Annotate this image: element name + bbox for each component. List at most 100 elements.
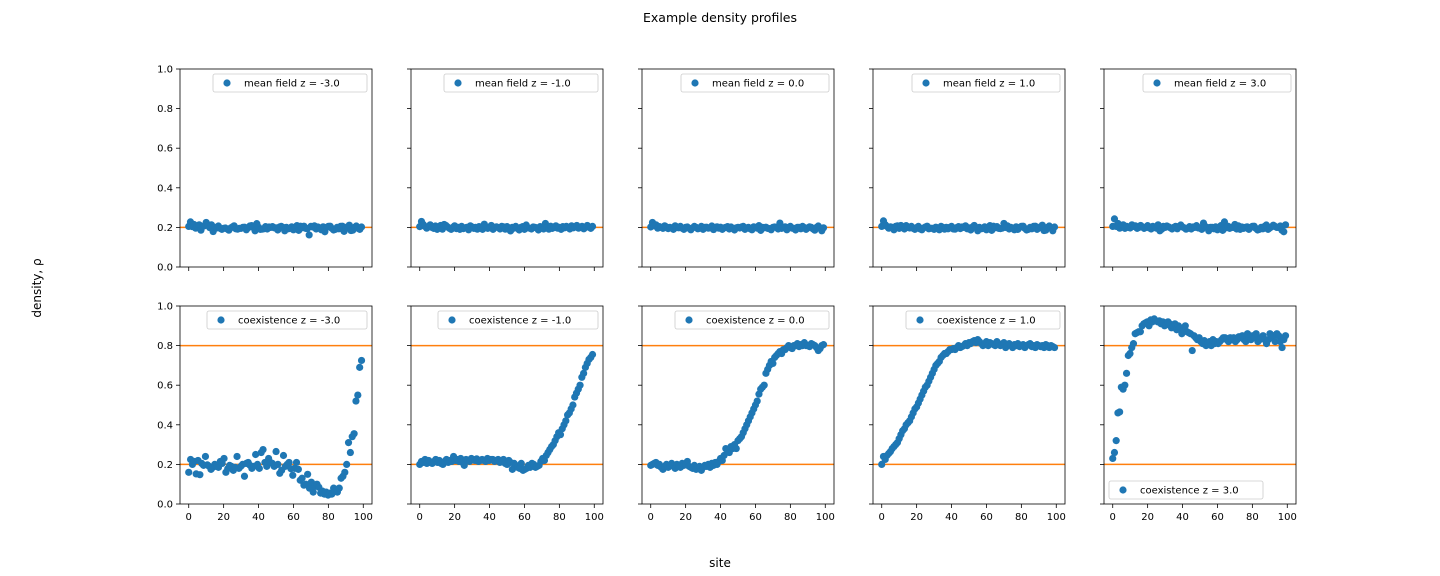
x-tick-label: 80 — [553, 512, 566, 523]
legend: mean field z = -3.0 — [212, 73, 368, 93]
axes-frame — [410, 68, 604, 268]
legend-marker — [1119, 486, 1127, 494]
data-point — [1188, 346, 1196, 355]
data-point — [285, 458, 293, 467]
y-tick-label: 0.2 — [157, 223, 173, 234]
data-point — [769, 359, 777, 368]
data-point — [304, 470, 312, 478]
y-tick-label: 0.0 — [157, 500, 173, 511]
y-tick-label: 0.8 — [157, 341, 173, 352]
axes-frame — [641, 68, 835, 268]
panel-5: mean field z = 3.0 — [1100, 68, 1297, 271]
y-tick-label: 0.6 — [157, 381, 173, 392]
x-tick-label: 80 — [1015, 512, 1028, 523]
panel-3: mean field z = 0.0 — [638, 68, 835, 271]
data-point — [279, 451, 288, 460]
legend-label: coexistence z = -3.0 — [238, 316, 340, 327]
x-tick-label: 100 — [585, 512, 604, 523]
axes-frame — [179, 305, 373, 505]
data-point — [1281, 221, 1290, 229]
data-point — [580, 369, 588, 377]
data-point — [569, 401, 577, 409]
data-point — [298, 474, 306, 482]
data-point — [294, 465, 302, 473]
data-point — [1126, 349, 1134, 358]
figure-xlabel: site — [709, 556, 731, 570]
legend-box — [443, 73, 599, 93]
axes-frame — [179, 68, 373, 268]
data-point — [753, 397, 761, 405]
data-point — [760, 381, 768, 389]
data-point — [185, 468, 193, 476]
x-tick-label: 0 — [417, 512, 423, 523]
data-point — [201, 452, 210, 461]
data-point — [350, 430, 358, 438]
data-point — [1278, 343, 1286, 352]
data-point — [259, 445, 267, 454]
legend-marker — [922, 79, 930, 87]
data-point — [272, 447, 280, 456]
data-point — [1050, 223, 1059, 231]
legend-box — [206, 310, 368, 330]
data-point — [196, 471, 204, 479]
legend: mean field z = 0.0 — [680, 73, 830, 93]
legend-marker — [454, 79, 462, 87]
legend-box — [212, 73, 368, 93]
panel-7: 0 20 40 60 80 100 coexistence z = -1.0 — [407, 305, 604, 523]
panel-4: mean field z = 1.0 — [869, 68, 1066, 271]
data-point — [274, 460, 282, 468]
x-tick-label: 60 — [518, 512, 531, 523]
legend: coexistence z = 3.0 — [1108, 480, 1264, 500]
y-tick-label: 1.0 — [157, 302, 173, 313]
x-tick-label: 0 — [879, 512, 885, 523]
data-point — [233, 452, 241, 461]
x-tick-label: 100 — [1278, 512, 1297, 523]
data-point — [819, 341, 828, 349]
legend-label: mean field z = -3.0 — [244, 79, 340, 90]
figure-title: Example density profiles — [643, 10, 797, 25]
data-point — [1136, 328, 1144, 336]
data-point — [1181, 322, 1189, 330]
data-point — [1122, 369, 1131, 377]
y-tick-label: 1.0 — [157, 65, 173, 76]
data-point — [305, 231, 313, 239]
y-tick-label: 0.0 — [157, 263, 173, 274]
data-point — [517, 459, 525, 468]
panel-grid: 0.0 0.2 0.4 0.6 0.8 1.0 mean field z = -3.0 mea… — [157, 65, 1297, 524]
data-point — [1129, 340, 1138, 348]
data-point — [341, 468, 349, 476]
x-tick-label: 80 — [322, 512, 335, 523]
legend: coexistence z = 1.0 — [905, 310, 1061, 330]
legend-label: coexistence z = 3.0 — [1140, 486, 1239, 497]
legend-label: mean field z = -1.0 — [475, 79, 571, 90]
legend-label: coexistence z = -1.0 — [469, 316, 571, 327]
x-tick-label: 60 — [287, 512, 300, 523]
x-tick-label: 80 — [1246, 512, 1259, 523]
legend: mean field z = 1.0 — [911, 73, 1061, 93]
legend: coexistence z = 0.0 — [674, 310, 830, 330]
data-point — [732, 444, 740, 453]
legend-marker — [448, 316, 456, 324]
legend-box — [911, 73, 1061, 93]
data-point — [252, 450, 260, 459]
data-point — [309, 488, 317, 496]
data-point — [1280, 228, 1288, 236]
data-point — [1050, 343, 1059, 352]
data-point — [354, 391, 362, 399]
panel-8: 0 20 40 60 80 100 coexistence z = 0.0 — [638, 305, 835, 523]
data-point — [1281, 332, 1290, 340]
data-point — [819, 224, 828, 232]
data-point — [255, 464, 263, 472]
legend-label: coexistence z = 0.0 — [706, 316, 805, 327]
data-point — [1112, 437, 1120, 445]
x-tick-label: 20 — [679, 512, 692, 523]
data-point — [556, 431, 565, 439]
data-point — [292, 458, 301, 467]
x-tick-label: 40 — [1176, 512, 1189, 523]
legend-marker — [691, 79, 699, 87]
axes-frame — [872, 305, 1066, 505]
data-point — [1271, 338, 1279, 346]
data-point — [460, 461, 468, 469]
x-tick-label: 20 — [910, 512, 923, 523]
legend-marker — [1153, 79, 1161, 87]
